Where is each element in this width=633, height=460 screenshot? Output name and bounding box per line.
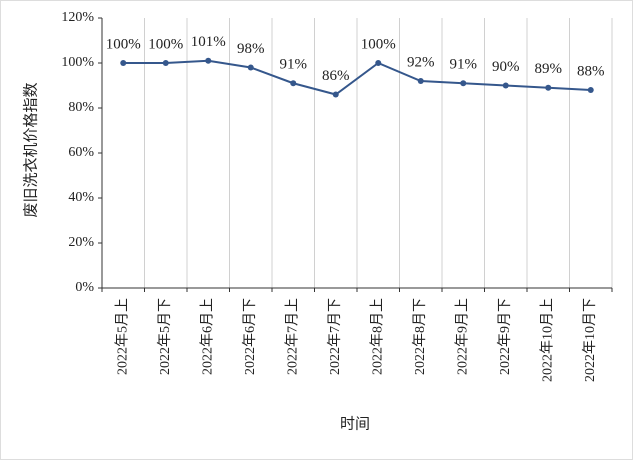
data-label: 90% — [492, 59, 520, 75]
data-point — [460, 80, 467, 87]
data-point — [417, 78, 424, 84]
data-line — [123, 59, 591, 96]
y-axis-title: 废旧洗衣机价格指数 — [22, 82, 39, 217]
data-point — [545, 84, 552, 91]
x-axis-title: 时间 — [340, 415, 370, 432]
data-label: 91% — [280, 57, 308, 73]
data-label: 98% — [237, 41, 265, 57]
x-tick-label: 2022年10月下 — [582, 298, 598, 382]
y-tick-label: 60% — [68, 145, 94, 160]
y-tick-label: 20% — [68, 235, 94, 250]
x-tick-label: 2022年10月上 — [539, 298, 555, 382]
x-tick-label: 2022年9月下 — [497, 298, 513, 375]
x-tick-label: 2022年7月上 — [284, 298, 300, 375]
x-tick-label: 2022年5月上 — [114, 298, 130, 375]
x-tick-label: 2022年9月上 — [454, 298, 470, 375]
data-point — [120, 60, 127, 66]
data-point — [375, 60, 382, 66]
data-label: 92% — [407, 54, 435, 70]
data-label: 100% — [148, 36, 183, 52]
data-point — [332, 91, 339, 98]
y-tick-label: 80% — [68, 100, 94, 115]
data-point — [205, 57, 212, 64]
x-tick-label: 2022年6月下 — [242, 298, 258, 375]
data-point — [162, 60, 169, 66]
data-label: 89% — [535, 61, 563, 77]
data-label: 100% — [106, 36, 141, 52]
x-tick-label: 2022年8月上 — [369, 298, 385, 375]
x-tick-label: 2022年6月上 — [199, 298, 215, 375]
data-label: 88% — [577, 63, 605, 79]
data-point — [502, 82, 509, 89]
x-tick-label: 2022年5月下 — [157, 298, 173, 375]
data-point — [587, 87, 594, 93]
x-tick-label: 2022年8月下 — [412, 298, 428, 375]
data-label: 101% — [191, 34, 226, 50]
y-tick-label: 120% — [61, 10, 94, 25]
y-tick-label: 0% — [75, 280, 94, 295]
y-tick-label: 40% — [68, 190, 94, 205]
data-label: 100% — [361, 36, 396, 52]
data-label: 86% — [322, 68, 350, 84]
y-tick-label: 100% — [61, 55, 94, 70]
data-point — [290, 80, 297, 87]
x-tick-label: 2022年7月下 — [327, 298, 343, 375]
data-label: 91% — [450, 57, 478, 73]
data-point — [247, 64, 254, 71]
